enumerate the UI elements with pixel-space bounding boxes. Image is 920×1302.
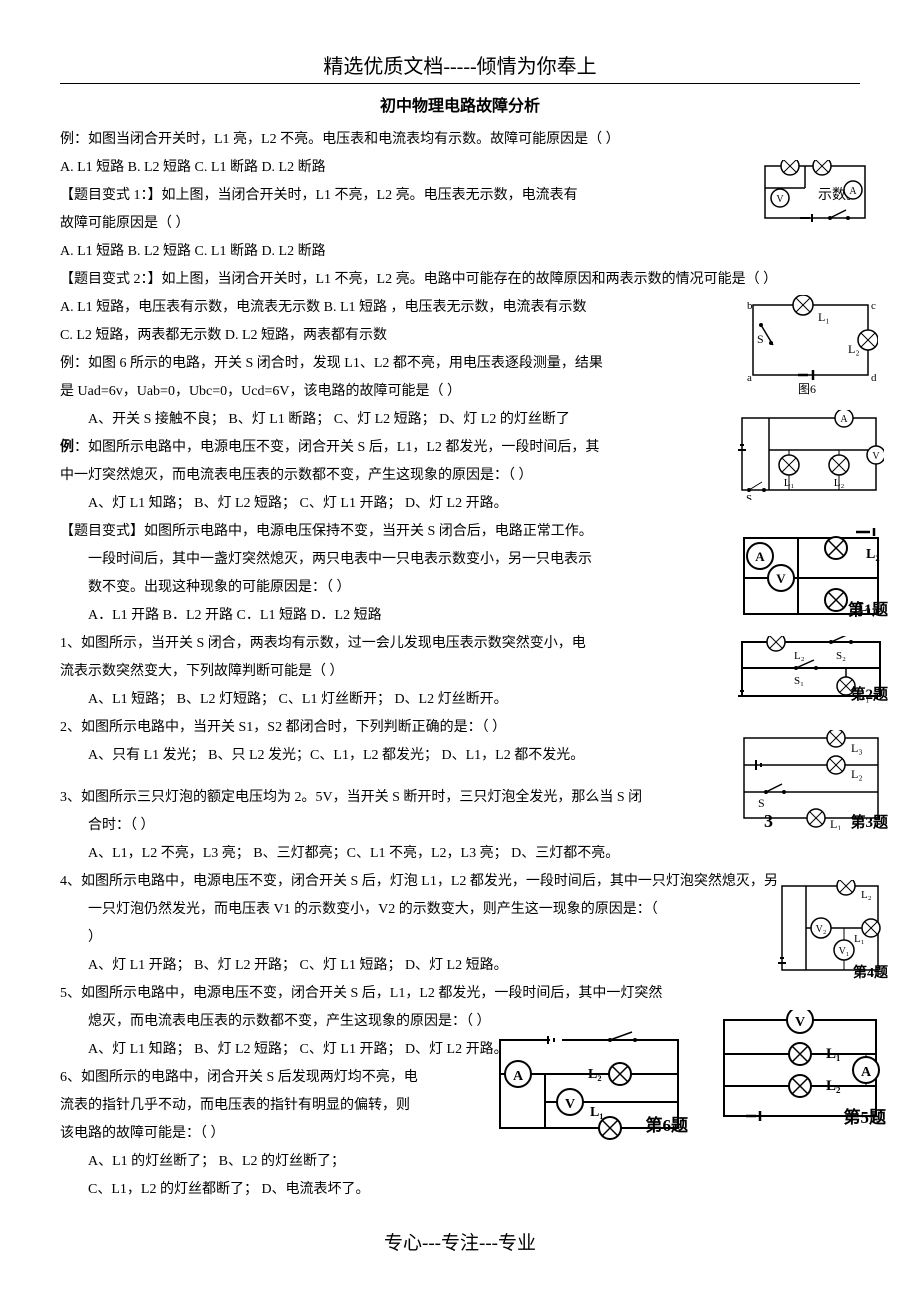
svg-text:V: V: [795, 1015, 805, 1030]
para: 是 Uad=6v，Uab=0，Ubc=0，Ucd=6V，该电路的故障可能是（ ）: [60, 378, 860, 406]
para: A. L1 短路 B. L2 短路 C. L1 断路 D. L2 断路: [60, 154, 860, 182]
page-header: 精选优质文档-----倾情为你奉上: [60, 50, 860, 79]
svg-text:S: S: [758, 796, 765, 810]
figure-q5: V L₁ L₂ A 第5题: [716, 1010, 886, 1130]
svg-text:L₂: L₂: [851, 767, 863, 781]
svg-text:L₂: L₂: [866, 547, 880, 562]
svg-text:L₁: L₁: [818, 310, 830, 324]
svg-text:S: S: [757, 332, 764, 346]
figure-q6: A L₂ V L₁ 第6题: [490, 1030, 690, 1140]
svg-text:V₁: V₁: [839, 946, 850, 957]
para: A、L1 的灯丝断了； B、L2 的灯丝断了；: [60, 1148, 860, 1176]
svg-text:c: c: [871, 300, 876, 312]
para: A、灯 L1 开路； B、灯 L2 开路； C、灯 L1 短路； D、灯 L2 …: [60, 952, 860, 980]
svg-text:A: A: [755, 549, 765, 564]
svg-text:L₂: L₂: [848, 342, 860, 356]
doc-title: 初中物理电路故障分析: [60, 92, 860, 116]
svg-text:图6: 图6: [798, 382, 816, 395]
svg-text:d: d: [871, 372, 877, 384]
svg-text:A: A: [861, 1065, 872, 1080]
svg-text:L₃: L₃: [851, 741, 863, 755]
figure-q4: L₂ L₁ V₂ V₁ 第4题: [776, 880, 886, 980]
page-footer: 专心---专注---专业: [60, 1228, 860, 1255]
figure-q2: L₂ S₂ S₁ L₁ 第2题: [736, 636, 886, 706]
figure-example-3: A L₁ L₂ V S: [734, 410, 884, 500]
figure-6: L₁ L₂ S b c a d 图6: [743, 295, 878, 395]
svg-text:V₂: V₂: [816, 924, 827, 935]
svg-text:L₂: L₂: [861, 889, 872, 901]
svg-text:L₁: L₁: [854, 933, 865, 945]
para: 例：如图当闭合开关时，L1 亮，L2 不亮。电压表和电流表均有示数。故障可能原因…: [60, 126, 860, 154]
para: 故障可能原因是（ ）: [60, 210, 860, 238]
svg-text:V: V: [776, 194, 784, 205]
svg-text:V: V: [776, 571, 786, 586]
para: A. L1 短路 B. L2 短路 C. L1 断路 D. L2 断路: [60, 238, 860, 266]
svg-text:L₂: L₂: [794, 650, 805, 662]
svg-text:A: A: [840, 414, 848, 425]
svg-text:L₁: L₁: [590, 1105, 604, 1120]
para: ）: [60, 924, 860, 952]
svg-text:V: V: [565, 1097, 575, 1112]
svg-text:L₂: L₂: [588, 1067, 602, 1082]
figure-q1: A L₂ V L₁ 第1题: [736, 526, 886, 626]
svg-text:L₂: L₂: [826, 1078, 841, 1094]
para: C. L2 短路，两表都无示数 D. L2 短路，两表都有示数: [60, 322, 860, 350]
para: 例：如图 6 所示的电路，开关 S 闭合时，发现 L1、L2 都不亮，用电压表逐…: [60, 350, 860, 378]
svg-text:L₁: L₁: [826, 1046, 841, 1062]
header-rule: [60, 83, 860, 84]
para: 4、如图所示电路中，电源电压不变，闭合开关 S 后，灯泡 L1，L2 都发光，一…: [60, 868, 860, 896]
para: 【题目变式 2：】如上图，当闭合开关时，L1 不亮，L2 亮。电路中可能存在的故…: [60, 266, 860, 294]
svg-text:L₁: L₁: [830, 817, 842, 830]
svg-text:S₁: S₁: [794, 675, 804, 687]
para: A、L1，L2 不亮，L3 亮； B、三灯都亮；C、L1 不亮，L2，L3 亮；…: [60, 840, 860, 868]
svg-text:b: b: [747, 300, 753, 312]
figure-q3: L₃ L₂ S L₁ 3 第3题: [736, 730, 886, 830]
svg-text:S₂: S₂: [836, 650, 846, 662]
figure-example-1: A V: [760, 160, 870, 226]
svg-text:S: S: [746, 493, 752, 500]
svg-text:V: V: [872, 451, 880, 462]
para: 【题目变式 1：】如上图，当闭合开关时，L1 不亮，L2 亮。电压表无示数，电流…: [60, 182, 860, 210]
svg-text:A: A: [513, 1069, 524, 1084]
para: 5、如图所示电路中，电源电压不变，闭合开关 S 后，L1，L2 都发光，一段时间…: [60, 980, 860, 1008]
para: C、L1，L2 的灯丝都断了； D、电流表坏了。: [60, 1176, 860, 1204]
para: 一只灯泡仍然发光，而电压表 V1 的示数变小，V2 的示数变大，则产生这一现象的…: [60, 896, 860, 924]
svg-text:A: A: [849, 186, 857, 197]
para: A. L1 短路，电压表有示数，电流表无示数 B. L1 短路 ，电压表无示数，…: [60, 294, 860, 322]
svg-text:a: a: [747, 372, 752, 384]
